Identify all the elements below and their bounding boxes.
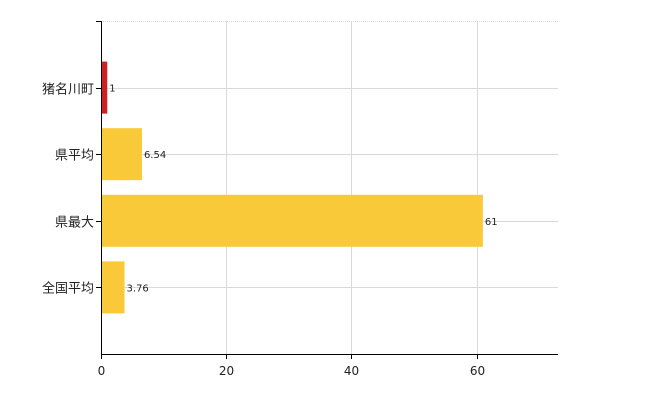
bar [101,61,108,114]
bars [101,61,483,314]
bar [101,194,483,247]
category-label: 県平均 [55,149,94,164]
category-label: 県最大 [55,216,94,231]
grid [101,21,558,354]
category-label: 全国平均 [42,281,94,297]
axes [96,21,558,359]
category-label: 猪名川町 [42,82,94,98]
data-label: 1 [109,84,115,95]
x-tick-label: 60 [470,364,485,378]
data-label: 3.76 [127,283,149,294]
x-tick-label: 40 [344,364,359,378]
data-label: 61 [485,217,498,228]
x-tick-label: 20 [219,364,234,378]
x-tick-label: 0 [98,364,106,378]
data-label: 6.54 [144,150,166,161]
bar [101,128,142,181]
bar [101,261,125,314]
